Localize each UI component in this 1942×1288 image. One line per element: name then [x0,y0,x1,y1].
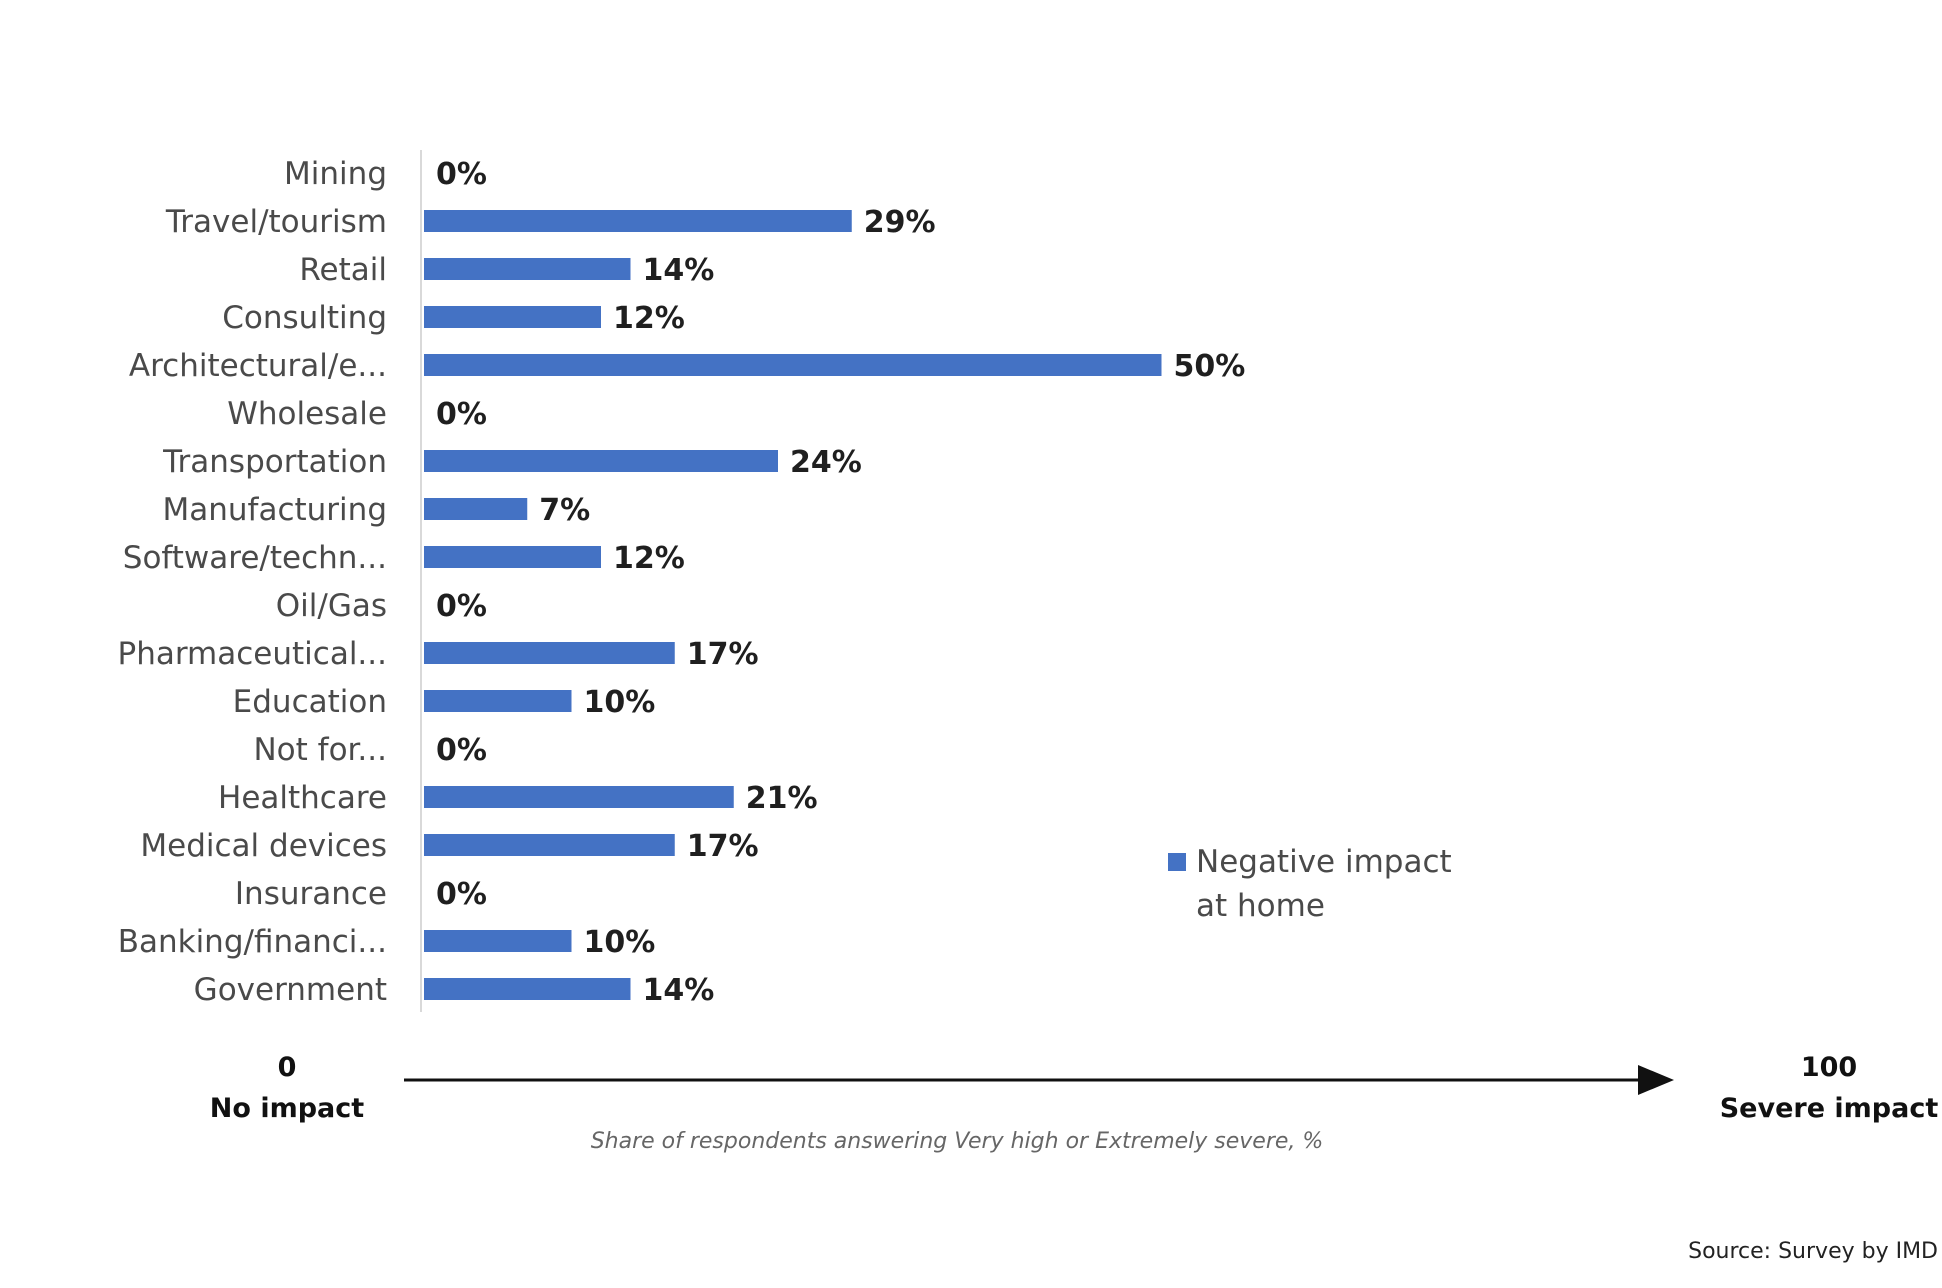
category-label: Consulting [222,300,387,336]
legend-label-line-2: at home [1196,888,1325,924]
value-label: 17% [687,829,759,864]
bars-group: Mining 0% Travel/tourism 29% Retail 14% Consul… [118,156,1246,1008]
bar [424,450,778,472]
axis-end-value: 100 [1801,1052,1857,1083]
bar [424,834,675,856]
value-label: 14% [643,973,715,1008]
value-label: 10% [584,925,656,960]
legend-swatch [1168,853,1186,871]
category-label: Not for... [253,732,387,768]
value-label: 10% [584,685,656,720]
value-label: 12% [613,301,685,336]
bar [424,498,528,520]
value-label: 0% [436,157,487,192]
value-label: 14% [643,253,715,288]
value-label: 29% [864,205,936,240]
value-label: 0% [436,589,487,624]
category-label: Insurance [235,876,387,912]
bar [424,978,631,1000]
value-label: 12% [613,541,685,576]
category-label: Retail [299,252,387,288]
category-label: Government [194,972,387,1008]
category-label: Healthcare [218,780,387,816]
value-label: 24% [790,445,862,480]
category-label: Software/techn... [123,540,387,576]
category-label: Education [233,684,387,720]
bar [424,354,1162,376]
category-label: Manufacturing [163,492,387,528]
axis-start-value: 0 [278,1052,297,1083]
category-label: Pharmaceutical... [118,636,387,672]
axis-caption: Share of respondents answering Very high… [591,1129,1324,1154]
legend-label-line-1: Negative impact [1196,844,1452,880]
value-label: 50% [1174,349,1246,384]
category-label: Travel/tourism [165,204,387,240]
bar [424,546,601,568]
bar [424,258,631,280]
value-label: 0% [436,397,487,432]
legend: Negative impact at home [1168,844,1452,924]
axis-start-label: No impact [210,1093,364,1124]
bar [424,306,601,328]
category-label: Oil/Gas [276,588,387,624]
bar [424,786,734,808]
value-label: 0% [436,877,487,912]
source-note: Source: Survey by IMD [1688,1239,1938,1264]
value-label: 17% [687,637,759,672]
category-label: Wholesale [227,396,387,432]
bar [424,930,572,952]
category-label: Medical devices [140,828,387,864]
category-label: Architectural/e... [129,348,387,384]
impact-axis: 0 No impact 100 Severe impact Share of r… [210,1052,1939,1154]
axis-end-label: Severe impact [1720,1093,1939,1124]
bar [424,642,675,664]
value-label: 7% [539,493,590,528]
category-label: Transportation [162,444,387,480]
category-label: Mining [284,156,387,192]
bar [424,690,572,712]
category-label: Banking/financi... [118,924,387,960]
value-label: 0% [436,733,487,768]
value-label: 21% [746,781,818,816]
bar [424,210,852,232]
